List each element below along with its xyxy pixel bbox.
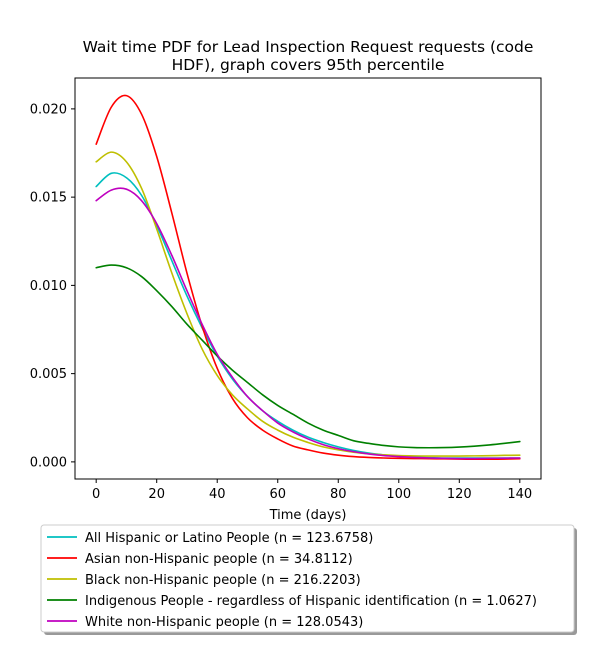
series-line-indigenous <box>95 264 521 449</box>
x-axis: 0 20 40 60 80 100 120 140 <box>92 479 532 502</box>
plot-area-frame <box>74 77 542 480</box>
title-line-1: Wait time PDF for Lead Inspection Reques… <box>83 38 534 56</box>
legend-label-black: Black non-Hispanic people (n = 216.2203) <box>85 573 361 588</box>
chart-title: Wait time PDF for Lead Inspection Reques… <box>83 38 534 74</box>
x-tick-label: 140 <box>507 487 532 502</box>
y-tick-label: 0.000 <box>30 455 67 470</box>
legend-label-hispanic-latino: All Hispanic or Latino People (n = 123.6… <box>85 531 373 546</box>
series-line-asian <box>95 94 521 461</box>
y-tick-label: 0.020 <box>30 102 67 117</box>
legend-label-white: White non-Hispanic people (n = 128.0543) <box>85 615 363 630</box>
y-tick-label: 0.005 <box>30 367 67 382</box>
x-tick-label: 20 <box>148 487 165 502</box>
x-tick-label: 60 <box>269 487 286 502</box>
title-line-2: HDF), graph covers 95th percentile <box>172 56 445 74</box>
y-tick-label: 0.015 <box>30 191 67 206</box>
legend: All Hispanic or Latino People (n = 123.6… <box>40 524 577 635</box>
y-tick-label: 0.010 <box>30 279 67 294</box>
x-tick-label: 0 <box>92 487 100 502</box>
x-axis-label: Time (days) <box>269 508 347 523</box>
x-tick-label: 80 <box>330 487 347 502</box>
x-tick-label: 120 <box>447 487 472 502</box>
plot-lines <box>95 94 521 461</box>
legend-box <box>40 524 575 633</box>
legend-label-asian: Asian non-Hispanic people (n = 34.8112) <box>85 552 353 567</box>
series-line-black <box>95 151 521 457</box>
x-tick-label: 100 <box>386 487 411 502</box>
legend-label-indigenous: Indigenous People - regardless of Hispan… <box>85 594 537 609</box>
series-line-hispanic-latino <box>95 172 521 459</box>
series-line-white <box>95 187 521 460</box>
x-tick-label: 40 <box>209 487 226 502</box>
y-axis: 0.000 0.005 0.010 0.015 0.020 <box>30 102 75 470</box>
